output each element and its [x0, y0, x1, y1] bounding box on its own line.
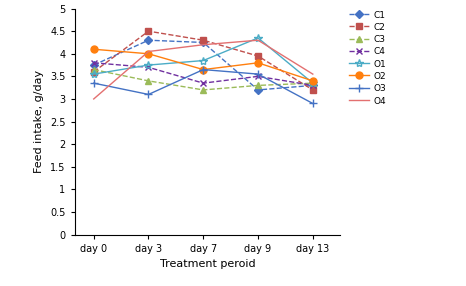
O4	[310, 72, 315, 76]
Line: C2: C2	[91, 28, 315, 93]
X-axis label: Treatment peroid: Treatment peroid	[159, 259, 255, 269]
C1	[146, 39, 151, 42]
C2	[91, 70, 96, 74]
C3	[200, 88, 206, 92]
O3	[310, 102, 315, 105]
Y-axis label: Feed intake, g/day: Feed intake, g/day	[34, 70, 44, 173]
C1	[310, 84, 315, 87]
O2	[200, 68, 206, 71]
O3	[146, 93, 151, 96]
C2	[310, 88, 315, 92]
O4	[255, 39, 261, 42]
C2	[146, 29, 151, 33]
Line: O1: O1	[89, 34, 317, 87]
O3	[255, 72, 261, 76]
O2	[146, 52, 151, 55]
Line: C3: C3	[91, 67, 315, 93]
C2	[200, 39, 206, 42]
O4	[200, 43, 206, 46]
O1	[146, 63, 151, 67]
O1	[91, 72, 96, 76]
O3	[91, 82, 96, 85]
O2	[91, 47, 96, 51]
O2	[310, 79, 315, 83]
O3	[200, 68, 206, 71]
Legend: C1, C2, C3, C4, O1, O2, O3, O4: C1, C2, C3, C4, O1, O2, O3, O4	[347, 9, 388, 107]
Line: O2: O2	[90, 46, 316, 84]
O1	[200, 59, 206, 62]
C1	[200, 41, 206, 44]
C1	[91, 63, 96, 67]
C4	[255, 75, 261, 78]
C4	[200, 82, 206, 85]
C3	[255, 84, 261, 87]
O1	[310, 82, 315, 85]
C4	[146, 65, 151, 69]
C3	[91, 68, 96, 71]
O1	[255, 36, 261, 40]
Line: C1: C1	[91, 37, 315, 93]
Line: O4: O4	[94, 40, 313, 99]
Line: O3: O3	[89, 65, 317, 108]
C4	[310, 84, 315, 87]
C4	[91, 61, 96, 65]
C3	[310, 82, 315, 85]
C3	[146, 79, 151, 83]
C1	[255, 88, 261, 92]
C2	[255, 54, 261, 58]
O4	[146, 50, 151, 53]
O4	[91, 97, 96, 101]
Line: C4: C4	[91, 60, 315, 88]
O2	[255, 61, 261, 65]
